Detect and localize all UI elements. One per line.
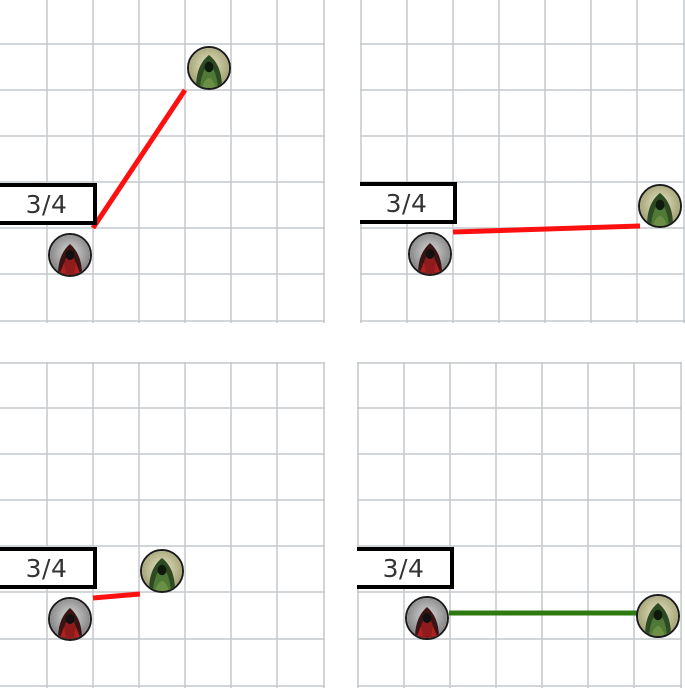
line-of-sight-blocked — [90, 88, 188, 230]
grid — [357, 362, 682, 688]
green-hooded-token[interactable] — [636, 594, 680, 638]
grid — [0, 0, 325, 323]
green-hooded-token[interactable] — [638, 184, 682, 228]
range-label: 3/4 — [0, 183, 97, 225]
red-hooded-token[interactable] — [405, 596, 449, 640]
line-of-sight-blocked — [92, 591, 141, 601]
grid — [0, 362, 325, 688]
panel-bottom-left: 3/4 — [0, 362, 325, 688]
grid — [360, 0, 685, 323]
line-of-sight-blocked — [452, 223, 641, 235]
green-hooded-token[interactable] — [140, 549, 184, 593]
panel-top-right: 3/4 — [360, 0, 685, 323]
panel-top-left: 3/4 — [0, 0, 325, 323]
range-label: 3/4 — [360, 182, 457, 224]
red-hooded-token[interactable] — [48, 597, 92, 641]
green-hooded-token[interactable] — [187, 46, 231, 90]
panel-bottom-right: 3/4 — [357, 362, 682, 688]
range-label: 3/4 — [357, 547, 454, 589]
red-hooded-token[interactable] — [48, 233, 92, 277]
red-hooded-token[interactable] — [408, 232, 452, 276]
range-label: 3/4 — [0, 547, 97, 589]
